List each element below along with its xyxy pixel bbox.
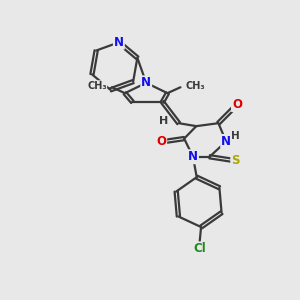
Text: N: N <box>141 76 151 89</box>
Text: N: N <box>221 135 231 148</box>
Text: N: N <box>188 150 198 163</box>
Text: CH₃: CH₃ <box>186 81 205 91</box>
Text: S: S <box>231 154 240 167</box>
Text: H: H <box>231 131 240 141</box>
Text: N: N <box>114 36 124 49</box>
Text: O: O <box>232 98 242 111</box>
Text: H: H <box>159 116 168 126</box>
Text: CH₃: CH₃ <box>87 81 107 91</box>
Text: O: O <box>156 135 166 148</box>
Text: Cl: Cl <box>193 242 206 255</box>
